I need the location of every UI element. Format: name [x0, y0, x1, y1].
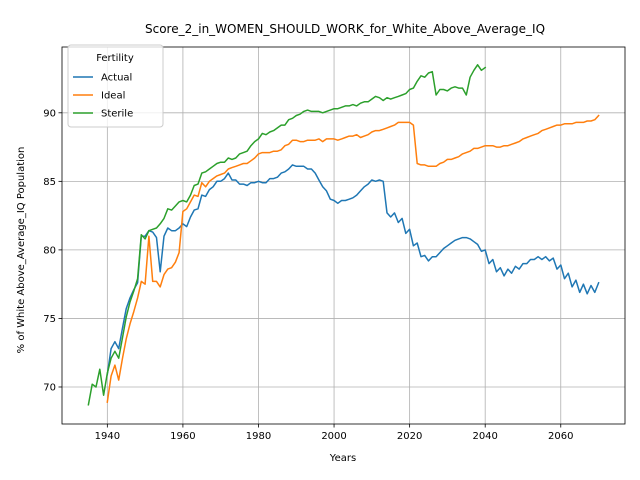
series-lines [87, 64, 600, 406]
legend: Fertility Actual Ideal Sterile [67, 44, 164, 128]
x-tick-label: 1940 [95, 431, 120, 442]
x-tick-label: 1960 [170, 431, 195, 442]
axis-ticks: 1940 1960 1980 2000 2020 2040 2060 70 75 80 85 90 [43, 108, 573, 442]
y-tick-label: 70 [43, 382, 56, 393]
series-line-ideal [106, 114, 600, 403]
chart-title: Score_2_in_WOMEN_SHOULD_WORK_for_White_A… [145, 22, 545, 36]
y-tick-label: 75 [43, 314, 56, 325]
x-tick-label: 2040 [472, 431, 497, 442]
plot-frame [61, 46, 626, 425]
series-line-actual [106, 164, 600, 376]
y-tick-label: 80 [43, 245, 56, 256]
y-tick-label: 90 [43, 108, 56, 119]
series-line-sterile [87, 64, 487, 406]
y-axis-label: % of White Above_Average_IQ Population [16, 147, 27, 354]
grid [62, 47, 625, 424]
legend-label-actual: Actual [101, 73, 132, 84]
legend-box [67, 44, 164, 128]
legend-label-sterile: Sterile [101, 109, 133, 120]
x-tick-label: 2020 [397, 431, 422, 442]
legend-label-ideal: Ideal [101, 91, 125, 102]
legend-title: Fertility [96, 53, 134, 64]
x-tick-label: 2060 [548, 431, 573, 442]
y-tick-label: 85 [43, 177, 56, 188]
x-tick-label: 1980 [246, 431, 271, 442]
x-axis-label: Years [329, 453, 356, 464]
x-tick-label: 2000 [321, 431, 346, 442]
